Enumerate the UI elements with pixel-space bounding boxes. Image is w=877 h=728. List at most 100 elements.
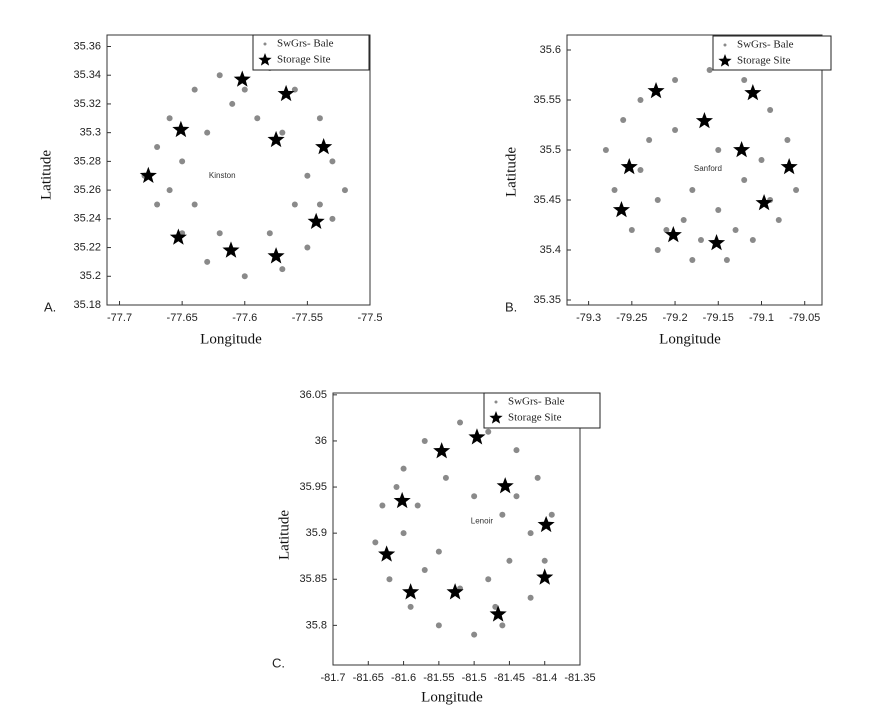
bale-point [407, 603, 414, 610]
legend-marker [263, 42, 267, 46]
storage-site [267, 130, 285, 148]
storage-site [612, 201, 631, 218]
bale-point [689, 187, 696, 193]
storage-site [537, 515, 555, 533]
bale-point [471, 493, 478, 500]
legend-label: Storage Site [277, 54, 331, 66]
bale-point [723, 257, 730, 263]
y-tick-label: 35.28 [73, 155, 101, 167]
bale-point [179, 158, 186, 165]
y-tick-label: 36.05 [299, 389, 327, 401]
storage-site [307, 212, 325, 229]
bale-point [541, 557, 548, 564]
storage-site [744, 84, 762, 101]
bale-point [706, 67, 713, 73]
y-tick-label: 35.8 [306, 619, 327, 631]
storage-site [172, 120, 190, 138]
x-tick-label: -77.5 [357, 312, 382, 324]
bale-point [637, 97, 644, 103]
bale-point [646, 137, 653, 143]
x-tick-label: -79.3 [576, 312, 601, 324]
y-tick-label: 35.45 [533, 194, 561, 206]
bale-point [689, 257, 696, 263]
bale-point [400, 465, 407, 472]
storage-site [446, 583, 464, 600]
bale-point [154, 144, 161, 151]
storage-site [496, 477, 514, 494]
x-tick-label: -81.6 [391, 672, 416, 684]
bale-point [715, 207, 722, 213]
storage-site [433, 442, 451, 459]
storage-site [780, 158, 798, 175]
x-tick-label: -77.55 [292, 312, 323, 324]
bale-point [414, 502, 421, 509]
y-tick-label: 35.35 [533, 294, 561, 306]
bale-point [534, 474, 541, 481]
storage-site [707, 234, 726, 251]
y-tick-label: 35.3 [80, 127, 101, 139]
bale-point [741, 177, 748, 183]
bale-point [485, 576, 492, 583]
bale-point [379, 502, 386, 509]
x-tick-label: -79.25 [616, 312, 647, 324]
bale-point [229, 100, 236, 107]
bale-point [166, 187, 173, 194]
y-tick-label: 36 [315, 435, 327, 447]
x-tick-label: -81.4 [532, 672, 557, 684]
bale-point [291, 201, 298, 208]
y-tick-label: 35.26 [73, 184, 101, 196]
x-axis-label: Longitude [659, 331, 721, 347]
bale-point [457, 419, 464, 426]
bale-point [611, 187, 618, 193]
bale-point [506, 557, 513, 564]
bale-point [663, 227, 670, 233]
bale-point [602, 147, 609, 153]
bale-point [329, 158, 336, 165]
storage-site [664, 226, 682, 243]
bale-point [435, 548, 442, 555]
storage-site [536, 568, 554, 585]
bale-point [628, 227, 635, 233]
y-tick-label: 35.85 [299, 573, 327, 585]
bale-point [654, 247, 661, 253]
bale-point [316, 201, 323, 208]
bale-point [499, 622, 506, 629]
storage-site [277, 84, 295, 102]
storage-site [169, 228, 187, 245]
bale-point [329, 215, 336, 222]
x-tick-label: -79.1 [749, 312, 774, 324]
legend-marker [258, 53, 272, 66]
bale-point [697, 237, 704, 243]
bale-point [637, 167, 644, 173]
storage-site [315, 138, 333, 155]
storage-site [733, 141, 751, 158]
bale-point [548, 511, 555, 518]
x-tick-label: -81.7 [320, 672, 345, 684]
x-tick-label: -79.2 [663, 312, 688, 324]
bale-point [741, 77, 748, 83]
city-label: Sanford [694, 164, 722, 173]
storage-site [755, 194, 773, 211]
bale-point [527, 530, 534, 537]
storage-site [647, 82, 665, 99]
bale-point [191, 201, 198, 208]
bale-point [154, 201, 161, 208]
storage-site [468, 428, 486, 445]
legend-marker [489, 411, 503, 424]
legend-box [712, 35, 832, 71]
y-tick-label: 35.55 [533, 94, 561, 106]
bale-point [767, 107, 774, 113]
bale-point [400, 530, 407, 537]
bale-point [204, 129, 211, 136]
bale-point [471, 631, 478, 638]
bale-point [749, 237, 756, 243]
bale-point [513, 447, 520, 454]
panel-label: A. [44, 299, 56, 314]
x-tick-label: -81.5 [462, 672, 487, 684]
y-axis-label: Latitude [38, 150, 54, 200]
bale-point [513, 493, 520, 500]
bale-point [341, 187, 348, 194]
bale-point [372, 539, 379, 546]
bale-point [166, 115, 173, 122]
